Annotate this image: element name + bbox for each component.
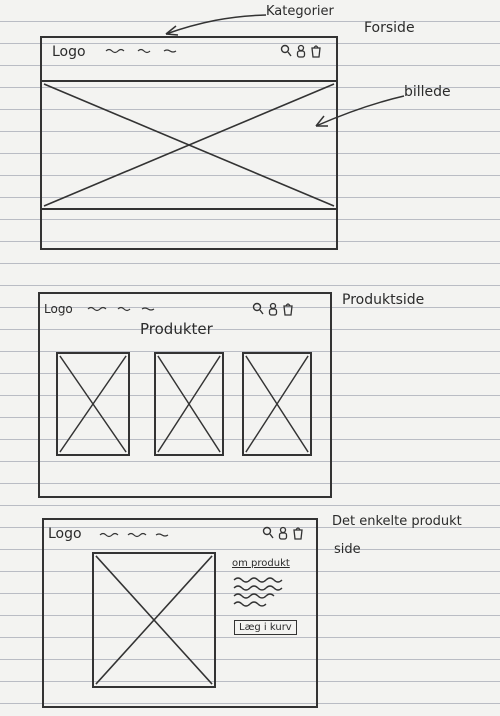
produktside-category-scribbles	[87, 306, 155, 312]
forside-image-bottom-line	[40, 208, 338, 210]
cart-icon[interactable]	[310, 44, 322, 58]
produktside-header-icons	[252, 302, 294, 316]
user-icon[interactable]	[267, 302, 279, 316]
produkt-category-scribbles	[99, 532, 169, 538]
add-to-cart-button[interactable]: Læg i kurv	[234, 620, 297, 635]
forside-header-line	[40, 80, 338, 82]
product-card-image-placeholder[interactable]	[154, 352, 224, 456]
produkt-image-placeholder	[92, 552, 216, 688]
forside-logo: Logo	[52, 44, 86, 60]
forside-category-scribbles	[105, 48, 177, 54]
annotation-forside: Forside	[364, 20, 415, 36]
produkt-frame	[42, 518, 318, 708]
forside-hero-image-placeholder	[43, 83, 335, 207]
produktside-logo: Logo	[44, 302, 73, 316]
produktside-title: Produkter	[140, 320, 213, 338]
product-card-image-placeholder[interactable]	[56, 352, 130, 456]
user-icon[interactable]	[295, 44, 307, 58]
annotation-kategorier: Kategorier	[266, 4, 334, 19]
search-icon[interactable]	[252, 302, 264, 316]
annotation-side: side	[334, 542, 361, 557]
annotation-det-enkelte-produkt: Det enkelte produkt	[332, 514, 462, 529]
produktside-frame	[38, 292, 332, 498]
produkt-logo: Logo	[48, 526, 82, 542]
cart-icon[interactable]	[282, 302, 294, 316]
kategorier-arrow	[165, 14, 267, 36]
annotation-billede: billede	[404, 84, 451, 100]
product-description-scribbles	[233, 577, 283, 607]
forside-frame	[40, 36, 338, 250]
product-card-image-placeholder[interactable]	[242, 352, 312, 456]
user-icon[interactable]	[277, 526, 289, 540]
billede-arrow	[315, 95, 405, 127]
produkt-header-icons	[262, 526, 304, 540]
annotation-produktside: Produktside	[342, 292, 425, 308]
search-icon[interactable]	[262, 526, 274, 540]
cart-icon[interactable]	[292, 526, 304, 540]
forside-header-icons	[280, 44, 322, 58]
om-produkt-heading: om produkt	[232, 558, 290, 569]
search-icon[interactable]	[280, 44, 292, 58]
